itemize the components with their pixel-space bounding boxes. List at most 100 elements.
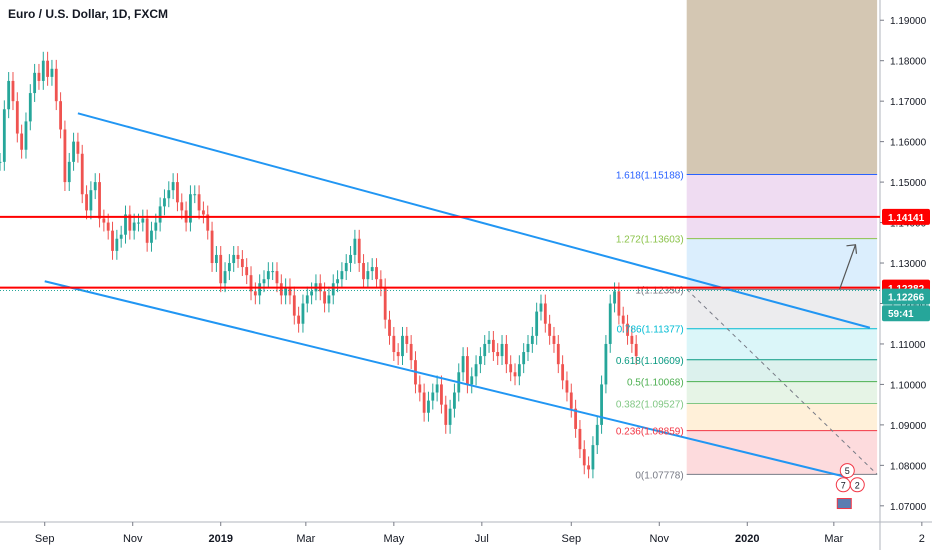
- candle-body: [271, 271, 275, 273]
- candle: [132, 213, 136, 240]
- candle-body: [37, 72, 41, 81]
- candle-body: [297, 315, 301, 324]
- candle: [89, 181, 93, 220]
- candle-body: [93, 182, 97, 191]
- candle: [565, 371, 569, 402]
- y-tick-label: 1.16000: [890, 138, 927, 149]
- candle: [530, 326, 534, 353]
- candle: [491, 331, 495, 361]
- candle-body: [245, 267, 249, 276]
- candle-body: [561, 364, 565, 381]
- fib-zone: [686, 328, 878, 360]
- candle-body: [323, 291, 326, 304]
- candle: [340, 262, 344, 289]
- candle-body: [258, 283, 262, 296]
- candle: [197, 185, 201, 220]
- candle-body: [54, 68, 58, 102]
- candle-body: [427, 400, 430, 413]
- candle-body: [167, 190, 171, 199]
- candle: [608, 294, 612, 353]
- candle: [591, 436, 595, 479]
- candle-body: [509, 364, 513, 373]
- candle-body: [0, 161, 2, 163]
- candle: [15, 92, 19, 143]
- candle-body: [20, 133, 24, 150]
- candle-body: [202, 210, 205, 215]
- x-tick-label: 2019: [208, 533, 232, 545]
- candle: [548, 314, 552, 345]
- candle-body: [262, 279, 266, 284]
- candle: [470, 367, 474, 394]
- candle: [253, 282, 257, 305]
- candle-body: [574, 408, 578, 429]
- candle: [634, 335, 638, 365]
- candle-body: [353, 238, 357, 255]
- event-bubble-label: 2: [855, 480, 860, 490]
- candle-body: [305, 295, 309, 304]
- candle: [509, 355, 513, 382]
- candle: [76, 132, 80, 163]
- candle-body: [466, 356, 469, 385]
- candle: [271, 262, 275, 281]
- price-label-bg: [882, 288, 930, 305]
- candle: [617, 282, 621, 325]
- candle-body: [448, 408, 452, 425]
- candle-body: [543, 303, 547, 324]
- candle: [301, 294, 305, 333]
- candle: [158, 197, 162, 232]
- y-tick-label: 1.18000: [890, 57, 927, 68]
- candle: [327, 286, 331, 313]
- candle: [63, 120, 67, 191]
- candle: [93, 173, 97, 200]
- candle: [600, 375, 603, 434]
- candle-body: [2, 109, 6, 162]
- projection-arrow-head: [846, 244, 858, 254]
- candle-body: [128, 214, 132, 231]
- event-bubble: 5: [839, 463, 855, 479]
- candle-body: [608, 303, 612, 344]
- candle-body: [111, 230, 114, 251]
- candle-body: [98, 182, 101, 219]
- candle: [106, 213, 110, 240]
- candle: [440, 375, 443, 414]
- candle-body: [89, 190, 93, 211]
- candle-body: [487, 339, 491, 344]
- channel-upper-line: [77, 112, 871, 329]
- fib-zone: [686, 403, 878, 431]
- candle-body: [613, 291, 616, 304]
- candle: [11, 72, 15, 111]
- candle: [72, 132, 75, 171]
- candle: [461, 347, 465, 382]
- candle-body: [180, 202, 184, 211]
- candle: [543, 294, 547, 333]
- candle-body: [141, 218, 145, 223]
- candle-body: [119, 234, 123, 239]
- candle-body: [617, 291, 621, 316]
- candle-body: [102, 218, 106, 223]
- candle: [453, 383, 456, 418]
- y-tick-label: 1.10000: [890, 380, 927, 391]
- candle: [288, 278, 292, 305]
- fib-level-label: 0.236(1.08859): [616, 427, 684, 438]
- candle: [219, 246, 223, 293]
- y-tick-label: 1.17000: [890, 97, 927, 108]
- candle: [362, 254, 365, 289]
- candle-body: [379, 279, 383, 288]
- candle: [163, 189, 166, 216]
- candle-body: [626, 323, 629, 336]
- candle-body: [388, 319, 391, 336]
- candle-body: [621, 315, 625, 324]
- x-tick-label: Mar: [296, 533, 315, 545]
- candle: [487, 331, 491, 353]
- projection-arrow-line: [839, 244, 857, 290]
- candle: [405, 326, 409, 353]
- candle-body: [362, 263, 365, 280]
- candle: [370, 258, 374, 281]
- candle-body: [526, 343, 530, 353]
- candle-body: [137, 222, 140, 224]
- candle: [418, 375, 422, 402]
- candle: [344, 254, 348, 281]
- candle: [305, 286, 309, 313]
